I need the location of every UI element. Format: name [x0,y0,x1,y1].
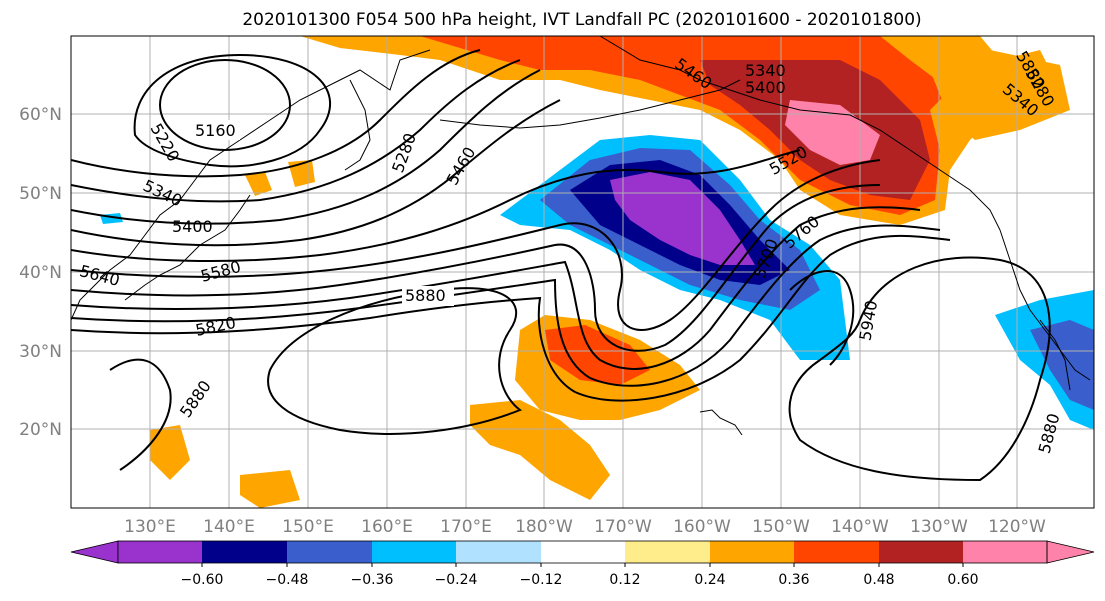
shade-negative-east-blue [1030,320,1094,410]
lat-axis: 60°N 50°N 40°N 30°N 20°N [19,105,62,440]
shade-positive-south-red [545,325,650,385]
contour-5640 [71,184,881,352]
colorbar-tick: −0.24 [435,572,478,588]
shade-positive-small1 [245,172,272,196]
map-panel: 5160 5220 5280 5340 5340 5400 5400 5460 … [70,35,1095,509]
lon-axis: 130°E 140°E 150°E 160°E 170°E 180°W 170°… [124,517,1046,537]
contour-5340-west [71,59,521,203]
coastlines [71,36,1091,436]
coast-baja [1039,319,1071,391]
coast-aleutians [439,79,741,129]
colorbar-tick: 0.24 [694,572,725,588]
colorbar-swatch [287,541,372,563]
contour-5940 [789,270,855,366]
colorbar-tick: 0.48 [863,572,894,588]
coast-kamchatka [344,79,371,171]
lon-label: 130°E [124,517,176,537]
lon-label: 150°W [752,517,810,537]
contour-label: 5400 [745,78,786,97]
contour-5820 [71,234,951,402]
contour-5160 [159,59,291,151]
lon-label: 140°E [203,517,255,537]
colorbar-frame [117,540,1048,564]
colorbar-swatch [879,541,963,563]
lat-label: 20°N [19,420,62,440]
colorbar-tick: −0.48 [266,572,309,588]
shade-negative-purple [610,172,755,265]
lat-label: 50°N [19,184,62,204]
lon-label: 130°W [910,517,968,537]
contour-5520 [71,149,801,262]
contour-label: 5880 [405,286,446,305]
colorbar: −0.60 −0.48 −0.36 −0.24 −0.12 0.12 0.24 … [70,540,1095,588]
contour-label: 5340 [745,61,786,80]
shade-positive-south-tail [470,400,610,500]
colorbar-swatch [794,541,879,563]
lat-label: 30°N [19,342,62,362]
lon-label: 150°E [282,517,334,537]
colorbar-swatch [70,540,119,564]
lon-label: 170°W [594,517,652,537]
shade-positive-north-pink [785,100,880,165]
colorbar-swatch [1046,540,1095,564]
colorbar-tick: −0.60 [181,572,224,588]
graticule [71,36,1094,508]
lat-label: 40°N [19,263,62,283]
figure-title: 2020101300 F054 500 hPa height, IVT Land… [242,10,921,30]
map-frame [70,35,1095,509]
colorbar-swatch [963,541,1047,563]
lon-label: 170°E [440,517,492,537]
colorbar-swatch [456,541,541,563]
lon-label: 160°E [361,517,413,537]
contour-5460-west [71,99,561,247]
contour-5880-central [267,287,523,435]
contour-5760 [71,224,941,387]
colorbar-swatch [202,541,287,563]
lat-label: 60°N [19,105,62,125]
contour-label: 5400 [172,217,213,236]
shade-positive-west [150,425,190,480]
coast-japan [124,194,251,301]
colorbar-swatch [541,541,625,563]
colorbar-swatch [118,541,202,563]
shade-positive-northeast-orange [930,50,1070,140]
height-contours [71,49,1051,482]
colorbar-swatch [625,541,710,563]
contour-5880-west [109,358,172,471]
contour-5580 [71,159,881,331]
lon-label: 120°W [988,517,1046,537]
lon-label: 140°W [831,517,889,537]
lon-label: 180°W [515,517,573,537]
contour-5700 [71,206,921,370]
contour-5280 [71,49,481,178]
coast-north-america [999,229,1091,381]
contour-label: 5160 [195,121,236,140]
colorbar-tick: 0.60 [947,572,978,588]
lon-label: 160°W [673,517,731,537]
ivt-shading [100,36,1094,508]
colorbar-tick: −0.12 [520,572,563,588]
colorbar-tick: 0.12 [609,572,640,588]
contour-5220 [133,53,332,168]
shade-positive-west2 [240,470,300,508]
contour-5880-east [788,256,1051,482]
contour-5400-west [71,69,541,225]
colorbar-swatch [710,541,794,563]
colorbar-tick: 0.36 [778,572,809,588]
colorbar-swatch [372,541,456,563]
coast-alaska [599,36,1001,231]
colorbar-tick: −0.36 [351,572,394,588]
coast-hawaii [699,409,743,436]
